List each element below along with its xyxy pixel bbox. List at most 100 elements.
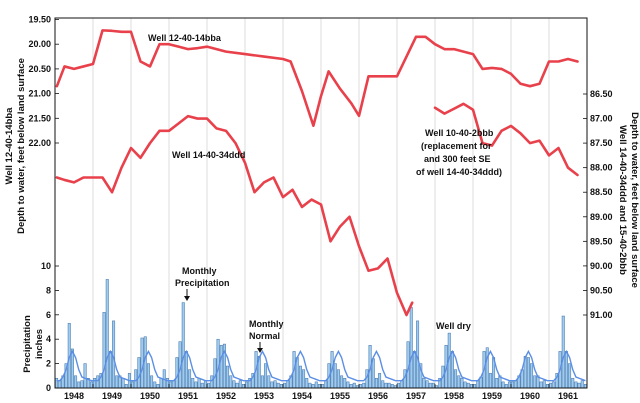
precip-bar <box>169 381 173 389</box>
precip-bar <box>200 382 204 389</box>
precip-bar <box>273 380 277 389</box>
x-tick-label: 1958 <box>444 391 464 401</box>
precip-bar <box>238 380 242 389</box>
precip-bar <box>568 363 572 389</box>
monthly-normal-line <box>56 349 586 382</box>
precip-bar <box>533 375 537 389</box>
precip-tick-label: 2 <box>46 359 51 369</box>
precip-bar <box>108 351 112 389</box>
precip-bar <box>131 381 135 389</box>
precip-bar <box>298 365 302 389</box>
precip-bar <box>549 382 553 389</box>
precip-bar <box>241 384 245 389</box>
precip-bar <box>308 382 312 389</box>
precip-bar <box>583 384 587 389</box>
precip-bar <box>457 375 461 389</box>
precip-bar <box>121 377 125 389</box>
precip-bar <box>191 377 195 389</box>
right-axis-title-2: Depth to water, feet below land surface <box>629 112 640 288</box>
precip-bar <box>514 380 518 389</box>
x-tick-label: 1953 <box>254 391 274 401</box>
precip-bar <box>93 377 97 389</box>
label-well-dry: Well dry <box>436 321 471 331</box>
precip-tick-label: 6 <box>46 310 51 320</box>
monthly-normal-path <box>56 349 586 382</box>
right-tick-label: 86.50 <box>590 89 613 99</box>
precip-bar <box>184 351 188 389</box>
precip-bar <box>188 369 192 389</box>
precip-bar <box>302 369 306 389</box>
precip-bar <box>485 347 489 389</box>
precip-bar <box>333 363 337 389</box>
x-tick-label: 1957 <box>406 391 426 401</box>
precip-bar <box>80 380 84 389</box>
precip-bar <box>552 381 556 389</box>
right-tick-label: 88.50 <box>590 187 613 197</box>
precip-bar <box>343 377 347 389</box>
precip-tick-label: 10 <box>41 261 51 271</box>
precip-bar <box>321 384 325 389</box>
x-tick-label: 1948 <box>64 391 84 401</box>
label-well-10: Well 10-40-2bbb <box>425 128 494 138</box>
precip-bar <box>311 384 315 389</box>
precip-bar <box>526 357 530 389</box>
precip-bar <box>150 375 154 389</box>
precip-bar <box>340 375 344 389</box>
precip-bar <box>580 380 584 389</box>
precip-bar <box>159 377 163 389</box>
left-tick-label: 21.50 <box>28 113 51 123</box>
precip-bar <box>276 382 280 389</box>
x-tick-label: 1951 <box>178 391 198 401</box>
precip-bar <box>219 345 223 389</box>
precip-bar <box>488 373 492 389</box>
precip-bar <box>197 377 201 389</box>
precip-tick-label: 4 <box>46 334 51 344</box>
precip-bar <box>70 348 74 389</box>
precip-bar <box>469 384 473 389</box>
precip-bar <box>229 375 233 389</box>
precip-bar <box>137 357 141 389</box>
right-tick-label: 91.00 <box>590 310 613 320</box>
precip-bar <box>305 377 309 389</box>
precip-bar <box>55 377 59 389</box>
precip-bar <box>235 382 239 389</box>
precip-bar <box>203 380 207 389</box>
right-tick-label: 90.50 <box>590 285 613 295</box>
precip-tick-label: 0 <box>46 383 51 393</box>
series-line-well-10-40-2bbb <box>433 102 579 177</box>
precip-bar <box>428 382 432 389</box>
precip-axis-title-1: Precipitation <box>22 315 33 373</box>
right-axis-title-1: Well 14-40-34ddd and 15-40-2bbb <box>617 125 628 275</box>
precip-bar <box>175 357 179 389</box>
precip-bar <box>210 375 214 389</box>
precip-bar <box>283 382 287 389</box>
x-tick-label: 1956 <box>368 391 388 401</box>
arrowhead-monthly-precip <box>184 296 190 301</box>
precip-bar <box>324 380 328 389</box>
precip-bar <box>476 380 480 389</box>
precip-bar <box>473 384 477 389</box>
x-tick-label: 1959 <box>482 391 502 401</box>
precip-bar <box>115 375 119 389</box>
series-line-well-12-40-14bba <box>55 29 579 128</box>
precip-bar <box>352 382 356 389</box>
label-well-12: Well 12-40-14bba <box>148 33 222 43</box>
right-tick-label: 87.00 <box>590 114 613 124</box>
precip-bar <box>267 375 271 389</box>
precip-bar <box>422 377 426 389</box>
precip-bar <box>77 381 81 389</box>
label-well-14: Well 14-40-34ddd <box>172 150 245 160</box>
left-tick-label: 22.00 <box>28 138 51 148</box>
precip-bar <box>381 380 385 389</box>
left-tick-label: 19.50 <box>28 15 51 25</box>
label-monthly-normal-2: Normal <box>249 331 280 341</box>
precip-bar <box>102 312 106 389</box>
precip-bar <box>409 307 413 389</box>
precip-bar <box>172 380 176 389</box>
precip-bar <box>425 380 429 389</box>
precip-bar <box>466 382 470 389</box>
precip-bar <box>545 384 549 389</box>
precip-bar <box>450 351 454 389</box>
precip-bar <box>153 381 157 389</box>
